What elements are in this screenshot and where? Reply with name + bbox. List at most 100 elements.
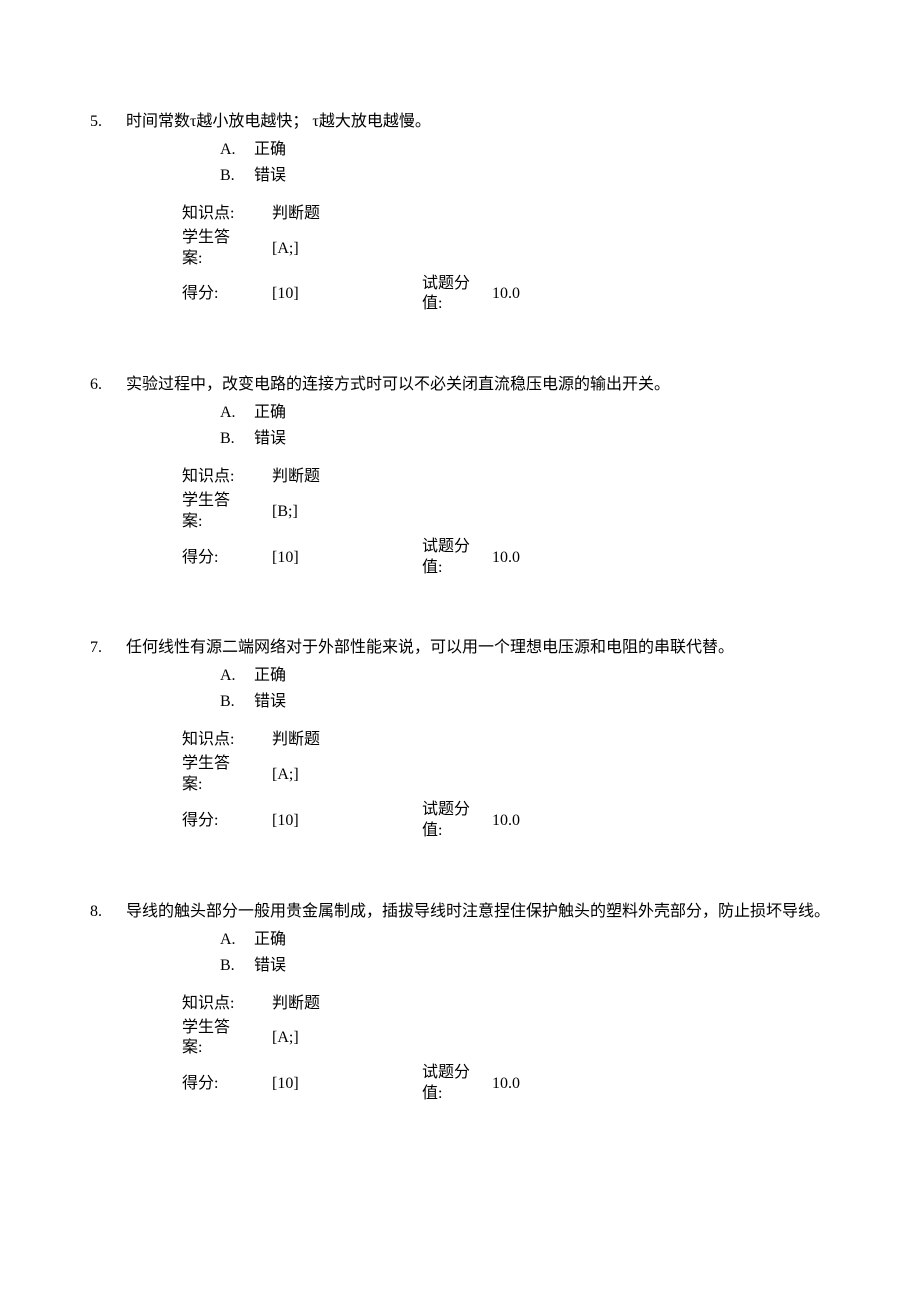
answer-label-line1: 学生答 (182, 754, 272, 775)
knowledge-row: 知识点: 判断题 (182, 465, 830, 489)
question-text: 实验过程中，改变电路的连接方式时可以不必关闭直流稳压电源的输出开关。 (126, 373, 830, 397)
option-text: 错误 (254, 690, 830, 714)
score-label: 得分: (182, 1072, 272, 1096)
answer-label-line1: 学生答 (182, 491, 272, 512)
option-b: B. 错误 (220, 427, 830, 451)
answer-value: [B;] (272, 500, 422, 524)
answer-row: 学生答 案: [A;] (182, 228, 830, 270)
question-number: 7. (90, 636, 126, 660)
option-a: A. 正确 (220, 401, 830, 425)
option-label: B. (220, 954, 254, 978)
value-label: 试题分 值: (422, 800, 492, 842)
score-label: 得分: (182, 282, 272, 306)
knowledge-value: 判断题 (272, 465, 422, 489)
options-list: A. 正确 B. 错误 (220, 928, 830, 978)
meta-table: 知识点: 判断题 学生答 案: [A;] 得分: [10] 试题分 值: 10.… (182, 202, 830, 315)
answer-label: 学生答 案: (182, 1018, 272, 1060)
value-label-line1: 试题分 (422, 800, 492, 821)
answer-label-line1: 学生答 (182, 1018, 272, 1039)
question-text: 时间常数τ越小放电越快； τ越大放电越慢。 (126, 110, 830, 134)
knowledge-label: 知识点: (182, 992, 272, 1016)
answer-row: 学生答 案: [A;] (182, 754, 830, 796)
options-list: A. 正确 B. 错误 (220, 138, 830, 188)
value-label-line2: 值: (422, 294, 492, 315)
answer-label-line1: 学生答 (182, 228, 272, 249)
option-text: 错误 (254, 954, 830, 978)
meta-table: 知识点: 判断题 学生答 案: [B;] 得分: [10] 试题分 值: 10.… (182, 465, 830, 578)
question-header: 7. 任何线性有源二端网络对于外部性能来说，可以用一个理想电压源和电阻的串联代替… (90, 636, 830, 660)
value-label-line1: 试题分 (422, 1063, 492, 1084)
value-label-line2: 值: (422, 558, 492, 579)
knowledge-value: 判断题 (272, 728, 422, 752)
value-label: 试题分 值: (422, 274, 492, 316)
meta-table: 知识点: 判断题 学生答 案: [A;] 得分: [10] 试题分 值: 10.… (182, 992, 830, 1105)
answer-label: 学生答 案: (182, 754, 272, 796)
score-value: [10] (272, 1072, 422, 1096)
score-row: 得分: [10] 试题分 值: 10.0 (182, 274, 830, 316)
answer-label-line2: 案: (182, 249, 272, 270)
value-label-line2: 值: (422, 1084, 492, 1105)
option-label: A. (220, 138, 254, 162)
option-b: B. 错误 (220, 164, 830, 188)
option-label: A. (220, 401, 254, 425)
knowledge-label: 知识点: (182, 465, 272, 489)
option-text: 正确 (254, 664, 830, 688)
question-text: 任何线性有源二端网络对于外部性能来说，可以用一个理想电压源和电阻的串联代替。 (126, 636, 830, 660)
question-header: 5. 时间常数τ越小放电越快； τ越大放电越慢。 (90, 110, 830, 134)
option-a: A. 正确 (220, 138, 830, 162)
question-7: 7. 任何线性有源二端网络对于外部性能来说，可以用一个理想电压源和电阻的串联代替… (90, 636, 830, 841)
value-label-line1: 试题分 (422, 274, 492, 295)
answer-value: [A;] (272, 237, 422, 261)
score-label: 得分: (182, 546, 272, 570)
knowledge-label: 知识点: (182, 202, 272, 226)
question-number: 8. (90, 900, 126, 924)
option-text: 错误 (254, 164, 830, 188)
question-header: 6. 实验过程中，改变电路的连接方式时可以不必关闭直流稳压电源的输出开关。 (90, 373, 830, 397)
knowledge-value: 判断题 (272, 992, 422, 1016)
option-b: B. 错误 (220, 954, 830, 978)
knowledge-label: 知识点: (182, 728, 272, 752)
value-amount: 10.0 (492, 546, 520, 570)
option-label: A. (220, 928, 254, 952)
value-label-line2: 值: (422, 821, 492, 842)
answer-label: 学生答 案: (182, 228, 272, 270)
answer-label: 学生答 案: (182, 491, 272, 533)
value-label: 试题分 值: (422, 1063, 492, 1105)
answer-row: 学生答 案: [B;] (182, 491, 830, 533)
option-label: B. (220, 690, 254, 714)
option-label: A. (220, 664, 254, 688)
answer-label-line2: 案: (182, 775, 272, 796)
question-number: 6. (90, 373, 126, 397)
question-text: 导线的触头部分一般用贵金属制成，插拔导线时注意捏住保护触头的塑料外壳部分，防止损… (126, 900, 830, 924)
score-row: 得分: [10] 试题分 值: 10.0 (182, 800, 830, 842)
value-amount: 10.0 (492, 1072, 520, 1096)
score-value: [10] (272, 282, 422, 306)
score-value: [10] (272, 809, 422, 833)
question-8: 8. 导线的触头部分一般用贵金属制成，插拔导线时注意捏住保护触头的塑料外壳部分，… (90, 900, 830, 1105)
option-b: B. 错误 (220, 690, 830, 714)
knowledge-row: 知识点: 判断题 (182, 728, 830, 752)
answer-row: 学生答 案: [A;] (182, 1018, 830, 1060)
question-header: 8. 导线的触头部分一般用贵金属制成，插拔导线时注意捏住保护触头的塑料外壳部分，… (90, 900, 830, 924)
option-label: B. (220, 427, 254, 451)
option-text: 正确 (254, 928, 830, 952)
options-list: A. 正确 B. 错误 (220, 401, 830, 451)
score-label: 得分: (182, 809, 272, 833)
knowledge-value: 判断题 (272, 202, 422, 226)
score-value: [10] (272, 546, 422, 570)
answer-value: [A;] (272, 763, 422, 787)
option-text: 正确 (254, 138, 830, 162)
question-6: 6. 实验过程中，改变电路的连接方式时可以不必关闭直流稳压电源的输出开关。 A.… (90, 373, 830, 578)
knowledge-row: 知识点: 判断题 (182, 992, 830, 1016)
options-list: A. 正确 B. 错误 (220, 664, 830, 714)
question-number: 5. (90, 110, 126, 134)
question-5: 5. 时间常数τ越小放电越快； τ越大放电越慢。 A. 正确 B. 错误 知识点… (90, 110, 830, 315)
answer-label-line2: 案: (182, 1038, 272, 1059)
option-a: A. 正确 (220, 664, 830, 688)
answer-value: [A;] (272, 1026, 422, 1050)
score-row: 得分: [10] 试题分 值: 10.0 (182, 537, 830, 579)
answer-label-line2: 案: (182, 512, 272, 533)
meta-table: 知识点: 判断题 学生答 案: [A;] 得分: [10] 试题分 值: 10.… (182, 728, 830, 841)
value-label-line1: 试题分 (422, 537, 492, 558)
value-label: 试题分 值: (422, 537, 492, 579)
